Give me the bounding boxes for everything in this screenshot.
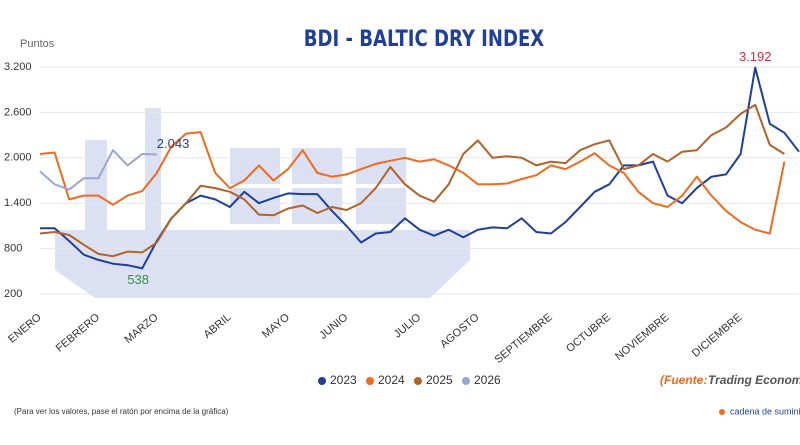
brand: cadena de suministro bbox=[730, 406, 800, 416]
series-line bbox=[39, 103, 785, 258]
chart-title: BDI - BALTIC DRY INDEX bbox=[304, 25, 545, 51]
x-tick-label: DICIEMBRE bbox=[690, 311, 745, 359]
x-tick-label: AGOSTO bbox=[438, 311, 482, 351]
x-tick-label: OCTUBRE bbox=[564, 311, 613, 355]
legend: 2023 2024 2025 2026 bbox=[318, 373, 501, 387]
background-logo bbox=[55, 108, 470, 298]
legend-label: 2023 bbox=[330, 373, 357, 387]
y-axis-label: Puntos bbox=[20, 38, 55, 50]
x-tick-label: MAYO bbox=[260, 311, 292, 341]
y-tick-label: 2.600 bbox=[4, 106, 32, 118]
y-tick-label: 2.000 bbox=[4, 152, 32, 164]
data-label: 538 bbox=[127, 272, 149, 287]
y-tick-label: 200 bbox=[4, 288, 22, 300]
legend-marker bbox=[366, 377, 374, 385]
legend-label: 2024 bbox=[378, 373, 405, 387]
legend-marker bbox=[462, 377, 470, 385]
source-label: (Fuente: bbox=[660, 373, 707, 387]
data-label: 2.043 bbox=[157, 136, 190, 151]
note: (Para ver los valores, pase el ratón por… bbox=[14, 407, 229, 416]
y-tick-label: 3.200 bbox=[4, 61, 32, 73]
legend-label: 2026 bbox=[474, 373, 501, 387]
x-tick-label: NOVIEMBRE bbox=[613, 311, 671, 363]
data-label: 3.192 bbox=[739, 49, 772, 64]
x-tick-label: FEBRERO bbox=[54, 311, 103, 355]
x-tick-label: MARZO bbox=[122, 311, 160, 346]
y-tick-label: 1.400 bbox=[4, 197, 32, 209]
series-line bbox=[39, 131, 786, 235]
legend-marker bbox=[414, 377, 422, 385]
series-line bbox=[39, 149, 157, 191]
brand-icon bbox=[719, 409, 725, 415]
x-tick-label: ABRIL bbox=[201, 311, 233, 341]
legend-label: 2025 bbox=[426, 373, 453, 387]
x-tick-label: JULIO bbox=[392, 311, 424, 341]
y-tick-label: 800 bbox=[4, 243, 22, 255]
x-tick-label: ENERO bbox=[6, 311, 44, 346]
source: Trading Economi bbox=[708, 373, 800, 387]
x-tick-label: JUNIO bbox=[317, 311, 350, 342]
x-tick-label: SEPTIEMBRE bbox=[493, 311, 555, 366]
legend-marker bbox=[318, 377, 326, 385]
